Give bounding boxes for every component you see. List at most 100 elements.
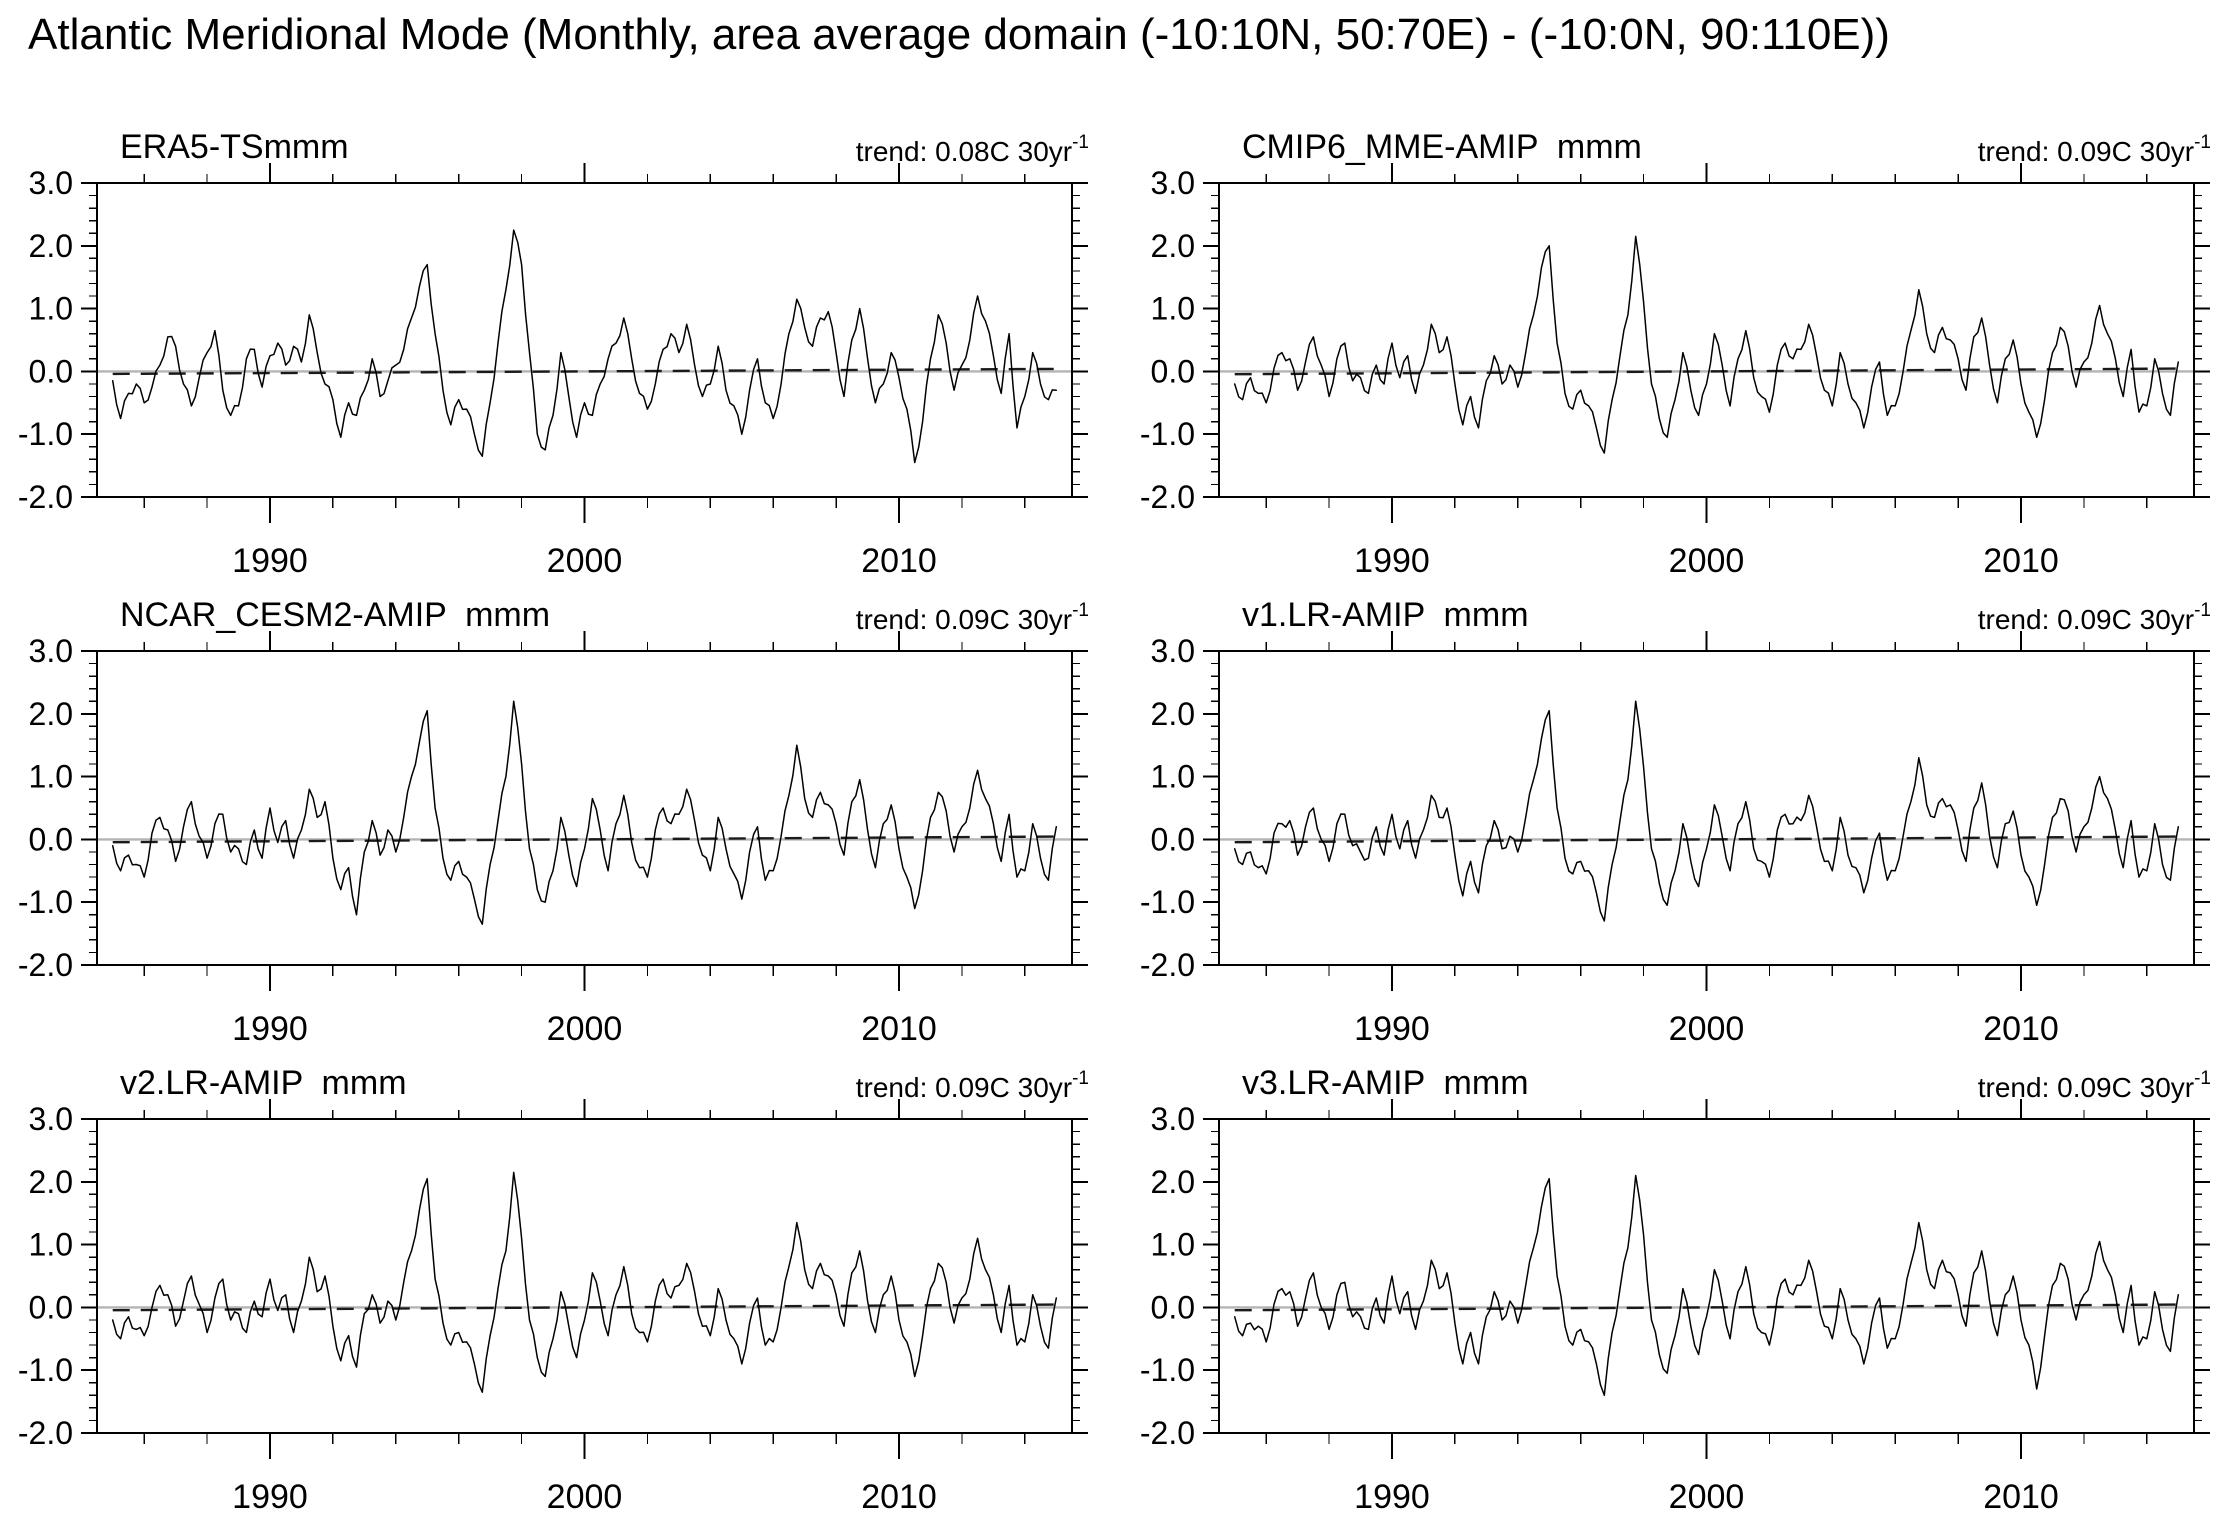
y-tick-label: -1.0 <box>18 884 73 920</box>
trend-exponent: -1 <box>1072 600 1089 621</box>
plot-frame <box>1218 650 2195 966</box>
y-tick-label: 0.0 <box>1151 1289 1195 1325</box>
x-tick-label: 2000 <box>547 542 623 580</box>
panel-ncar-cesm2: 3.0 2.0 1.0 0.0 -1.0 -2.0 1990 2000 2010 NCAR_CE… <box>0 578 1095 1050</box>
trend-line <box>1234 367 2179 376</box>
axes <box>81 1099 1088 1459</box>
y-tick-label: 0.0 <box>29 1289 73 1325</box>
trend-exponent: -1 <box>1072 1068 1089 1089</box>
plot-frame <box>1218 182 2195 498</box>
trend-label: trend: 0.09C 30yr-1 <box>855 1068 1089 1104</box>
y-tick-label: -2.0 <box>18 947 73 983</box>
plot-frame <box>96 650 1073 966</box>
y-tick-label: 1.0 <box>1151 291 1195 327</box>
panel-v1-lr: 3.0 2.0 1.0 0.0 -1.0 -2.0 1990 2000 2010 v1.LR-A… <box>1122 578 2217 1050</box>
trend-text: trend: 0.09C 30yr <box>1977 604 2195 635</box>
axes <box>1203 631 2210 991</box>
y-tick-label: -2.0 <box>18 1415 73 1451</box>
y-tick-label: 2.0 <box>1151 1164 1195 1200</box>
trend-text: trend: 0.09C 30yr <box>855 604 1073 635</box>
panel-v2-lr: 3.0 2.0 1.0 0.0 -1.0 -2.0 1990 2000 2010 v2.LR-A… <box>0 1046 1095 1518</box>
trend-line <box>112 367 1057 376</box>
trend-label: trend: 0.08C 30yr-1 <box>855 132 1089 168</box>
series-line <box>111 1171 1058 1393</box>
y-tick-label: 0.0 <box>29 821 73 857</box>
trend-line <box>1234 835 2179 844</box>
y-tick-label: 0.0 <box>1151 821 1195 857</box>
x-tick-label: 2010 <box>861 1010 937 1048</box>
x-tick-label: 1990 <box>232 542 308 580</box>
plot-area: 3.0 2.0 1.0 0.0 -1.0 -2.0 1990 2000 2010 <box>1140 163 2210 580</box>
y-tick-label: 1.0 <box>29 291 73 327</box>
y-tick-label: -1.0 <box>1140 884 1195 920</box>
x-tick-label: 2000 <box>1669 1010 1745 1048</box>
trend-text: trend: 0.09C 30yr <box>1977 1072 2195 1103</box>
plot-area: 3.0 2.0 1.0 0.0 -1.0 -2.0 1990 2000 2010 <box>18 1099 1088 1516</box>
trend-exponent: -1 <box>2194 132 2211 153</box>
y-tick-label: -2.0 <box>1140 1415 1195 1451</box>
y-tick-label: 3.0 <box>29 1101 73 1137</box>
y-tick-label: 3.0 <box>1151 1101 1195 1137</box>
panel-v3-lr: 3.0 2.0 1.0 0.0 -1.0 -2.0 1990 2000 2010 v3.LR-A… <box>1122 1046 2217 1518</box>
series-line <box>1233 235 2180 454</box>
trend-text: trend: 0.09C 30yr <box>855 1072 1073 1103</box>
panel-title: v3.LR-AMIP mmm <box>1242 1064 1529 1102</box>
panel-title: NCAR_CESM2-AMIP mmm <box>120 596 551 634</box>
y-tick-label: 1.0 <box>29 1227 73 1263</box>
plot-frame <box>96 182 1073 498</box>
trend-line <box>112 835 1057 844</box>
panel-cmip6-mme: 3.0 2.0 1.0 0.0 -1.0 -2.0 1990 2000 2010 CMIP6_M… <box>1122 110 2217 582</box>
x-tick-label: 2000 <box>1669 542 1745 580</box>
x-tick-label: 1990 <box>1354 1478 1430 1516</box>
y-tick-label: 2.0 <box>1151 228 1195 264</box>
x-tick-label: 1990 <box>232 1010 308 1048</box>
y-tick-label: -1.0 <box>1140 1352 1195 1388</box>
trend-label: trend: 0.09C 30yr-1 <box>1978 132 2211 168</box>
y-tick-label: -2.0 <box>1140 947 1195 983</box>
x-tick-label: 2010 <box>1983 1010 2059 1048</box>
y-tick-label: -1.0 <box>1140 416 1195 452</box>
y-tick-label: 3.0 <box>1151 633 1195 669</box>
y-tick-label: 2.0 <box>29 696 73 732</box>
y-tick-label: 0.0 <box>29 353 73 389</box>
x-tick-label: 2010 <box>861 1478 937 1516</box>
axes <box>81 631 1088 991</box>
y-tick-label: -2.0 <box>1140 479 1195 515</box>
x-tick-label: 2000 <box>547 1478 623 1516</box>
trend-exponent: -1 <box>1072 132 1089 153</box>
plot-area: 3.0 2.0 1.0 0.0 -1.0 -2.0 1990 2000 2010 <box>18 631 1088 1048</box>
trend-text: trend: 0.08C 30yr <box>855 136 1073 167</box>
panel-title: CMIP6_MME-AMIP mmm <box>1242 128 1642 166</box>
plot-frame <box>1218 1118 2195 1434</box>
trend-exponent: -1 <box>2194 600 2211 621</box>
trend-line <box>1234 1303 2179 1312</box>
x-tick-label: 2010 <box>1983 1478 2059 1516</box>
y-tick-label: 2.0 <box>29 228 73 264</box>
trend-label: trend: 0.09C 30yr-1 <box>1977 1068 2211 1104</box>
y-tick-label: 1.0 <box>1151 1227 1195 1263</box>
y-tick-label: 1.0 <box>29 759 73 795</box>
plot-area: 3.0 2.0 1.0 0.0 -1.0 -2.0 1990 2000 2010 <box>1140 631 2210 1048</box>
axes <box>1203 1099 2210 1459</box>
x-tick-label: 2000 <box>547 1010 623 1048</box>
y-tick-label: -1.0 <box>18 1352 73 1388</box>
y-tick-label: 1.0 <box>1151 759 1195 795</box>
y-tick-label: 3.0 <box>1151 165 1195 201</box>
panel-title: v1.LR-AMIP mmm <box>1242 596 1529 634</box>
y-tick-label: -2.0 <box>18 479 73 515</box>
x-tick-label: 2010 <box>861 542 937 580</box>
y-tick-label: -1.0 <box>18 416 73 452</box>
trend-exponent: -1 <box>2194 1068 2211 1089</box>
y-tick-label: 0.0 <box>1151 353 1195 389</box>
series-line <box>1233 1174 2180 1397</box>
y-tick-label: 3.0 <box>29 165 73 201</box>
series-line <box>1233 700 2180 922</box>
x-tick-label: 2000 <box>1669 1478 1745 1516</box>
panel-era5: 3.0 2.0 1.0 0.0 -1.0 -2.0 1990 2000 2010 ERA5-TS… <box>0 110 1095 582</box>
page-title: Atlantic Meridional Mode (Monthly, area … <box>28 10 1890 59</box>
x-tick-label: 2010 <box>1983 542 2059 580</box>
panel-title: ERA5-TSmmm <box>120 128 349 166</box>
x-tick-label: 1990 <box>1354 1010 1430 1048</box>
series-line <box>111 700 1058 925</box>
axes <box>1203 163 2210 523</box>
